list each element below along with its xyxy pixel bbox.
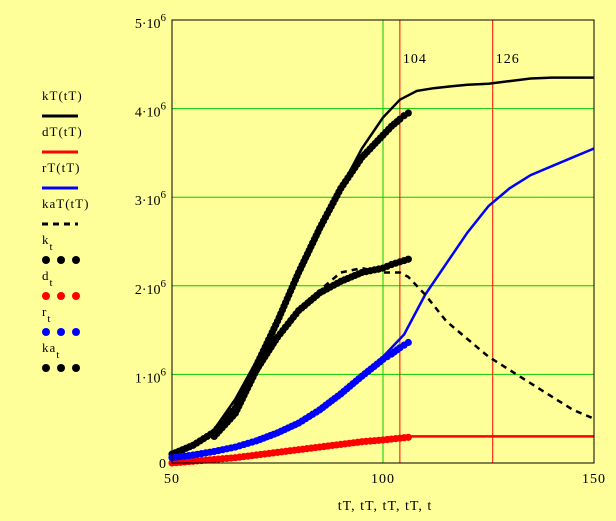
legend-label: rT(tT) [42,160,80,175]
plot-frame [171,19,595,464]
data-point [404,255,412,263]
y-tick-label: 2·106 [135,278,167,298]
legend-swatch-dot [57,292,65,300]
x-tick-label: 150 [582,472,606,487]
legend-item-ka-t: kat [42,340,80,372]
legend-swatch-dot [72,292,80,300]
legend-item-rT-tT-: rT(tT) [42,160,80,190]
legend-label: dt [42,268,54,289]
legend-item-k-t: kt [42,232,80,264]
legend-item-dT-tT-: dT(tT) [42,124,83,154]
legend-label: kaT(tT) [42,196,89,211]
legend-item-r-t: rt [42,304,80,336]
series-ka-t [210,255,412,441]
y-tick-label: 3·106 [135,189,167,209]
legend-swatch-dot [57,256,65,264]
data-point [404,338,412,347]
legend-item-kaT-tT-: kaT(tT) [42,196,89,226]
y-tick-label: 1·106 [135,366,167,386]
legend-label: kt [42,232,54,253]
marker-label-126: 126 [496,52,520,67]
legend-label: kat [42,340,60,361]
legend-item-d-t: dt [42,268,80,300]
y-axis: 0 1·106 2·106 3·106 4·106 5·106 [135,12,167,472]
legend-swatch-dot [57,364,65,372]
series-r-t [168,338,412,462]
y-tick-label: 5·106 [135,12,167,32]
x-tick-label: 50 [164,472,180,487]
legend-swatch-dot [72,328,80,336]
series-d-t [168,433,412,467]
y-tick-label: 0 [159,457,166,472]
series-k-t [168,109,412,458]
x-axis-label: tT, tT, tT, tT, t [338,499,433,514]
legend-swatch-dot [42,256,50,264]
marker-label-104: 104 [403,52,427,67]
legend-swatch-dot [42,292,50,300]
x-tick-label: 100 [371,472,395,487]
legend-swatch-dot [72,364,80,372]
data-point [404,109,412,117]
plot-area: 104 126 [168,19,595,467]
x-axis: 50 100 150 [164,472,606,487]
legend-label: kT(tT) [42,88,83,103]
legend-swatch-dot [57,328,65,336]
legend-swatch-dot [72,256,80,264]
legend-swatch-dot [42,328,50,336]
legend-label: rt [42,304,51,325]
data-point [404,433,412,441]
legend-label: dT(tT) [42,124,83,139]
legend-swatch-dot [42,364,50,372]
legend: kT(tT) dT(tT) rT(tT) kaT(tT) kt dt rt kat [42,88,89,372]
legend-item-kT-tT-: kT(tT) [42,88,83,118]
y-tick-label: 4·106 [135,101,167,121]
